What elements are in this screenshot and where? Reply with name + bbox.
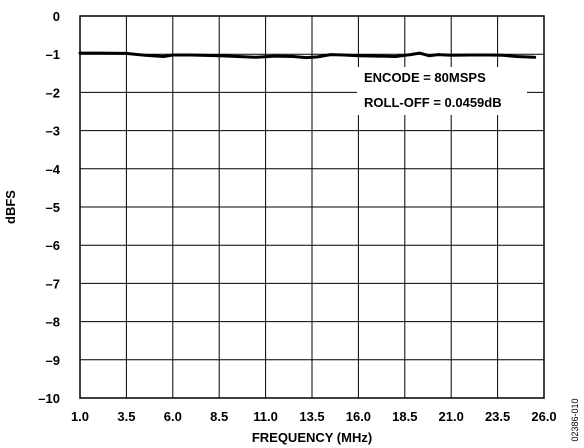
x-tick-label: 1.0 bbox=[71, 409, 89, 424]
x-tick-labels: 1.0 3.5 6.0 8.5 11.0 13.5 16.0 18.5 21.0 23.5 26.0 bbox=[71, 409, 557, 424]
x-axis-label: FREQUENCY (MHz) bbox=[252, 430, 372, 445]
x-tick-label: 21.0 bbox=[439, 409, 464, 424]
y-tick-label: –6 bbox=[46, 238, 60, 253]
y-tick-label: 0 bbox=[53, 9, 60, 24]
y-tick-label: –4 bbox=[46, 162, 61, 177]
y-tick-label: –3 bbox=[46, 124, 60, 139]
x-tick-label: 18.5 bbox=[392, 409, 417, 424]
annotation-background bbox=[357, 67, 527, 115]
annotation-encode: ENCODE = 80MSPS bbox=[364, 70, 486, 85]
y-tick-label: –5 bbox=[46, 200, 60, 215]
x-tick-label: 16.0 bbox=[346, 409, 371, 424]
y-axis-label: dBFS bbox=[3, 190, 18, 224]
y-tick-labels: 0 –1 –2 –3 –4 –5 –6 –7 –8 –9 –10 bbox=[38, 9, 60, 406]
figure-id: 02386-010 bbox=[570, 398, 580, 441]
y-tick-label: –7 bbox=[46, 276, 60, 291]
x-tick-label: 23.5 bbox=[485, 409, 510, 424]
y-tick-label: –9 bbox=[46, 353, 60, 368]
y-tick-label: –10 bbox=[38, 391, 60, 406]
x-tick-label: 11.0 bbox=[253, 409, 278, 424]
x-tick-label: 6.0 bbox=[164, 409, 182, 424]
series-line bbox=[78, 51, 537, 60]
y-tick-label: –2 bbox=[46, 85, 60, 100]
y-tick-label: –1 bbox=[46, 47, 60, 62]
x-tick-label: 3.5 bbox=[117, 409, 135, 424]
x-tick-label: 13.5 bbox=[299, 409, 324, 424]
x-tick-label: 26.0 bbox=[531, 409, 556, 424]
x-tick-label: 8.5 bbox=[210, 409, 228, 424]
plot-frame bbox=[79, 15, 545, 399]
annotation-rolloff: ROLL-OFF = 0.0459dB bbox=[364, 95, 502, 110]
y-tick-label: –8 bbox=[46, 315, 60, 330]
